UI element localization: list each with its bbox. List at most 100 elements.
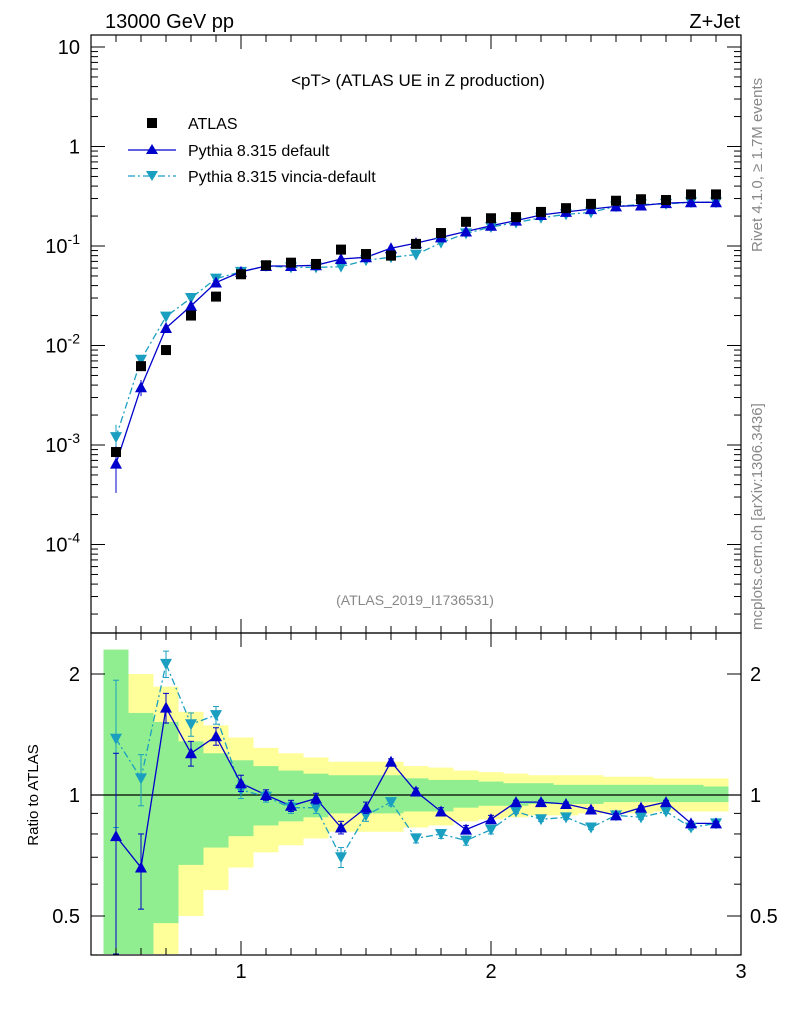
ratio-default-point xyxy=(610,809,622,821)
ratio-vincia-point xyxy=(510,806,522,818)
vincia-point xyxy=(335,261,347,273)
ratio-y-axis-label: Ratio to ATLAS xyxy=(25,744,42,845)
atlas-point xyxy=(586,198,596,209)
main-y-tick-label: 10-3 xyxy=(45,430,80,457)
ratio-vincia-point xyxy=(135,773,147,785)
atlas-point xyxy=(161,345,171,356)
inner-uncertainty-band xyxy=(628,784,654,803)
ratio-x-tick-label: 1 xyxy=(235,961,246,983)
atlas-point xyxy=(136,361,146,372)
ratio-x-tick-label: 2 xyxy=(485,961,496,983)
atlas-point xyxy=(311,258,321,269)
legend-label-atlas: ATLAS xyxy=(188,116,238,133)
vincia-point xyxy=(185,293,197,305)
atlas-point xyxy=(536,206,546,217)
atlas-point xyxy=(286,257,296,268)
ratio-y-tick-label: 2 xyxy=(69,664,80,686)
legend-marker-default xyxy=(146,144,158,154)
default-point xyxy=(135,381,147,393)
ratio-default-point xyxy=(410,785,422,797)
default-point xyxy=(110,457,122,469)
inner-uncertainty-band xyxy=(578,784,604,804)
default-point xyxy=(685,196,697,208)
vincia-point xyxy=(110,432,122,444)
atlas-point xyxy=(561,203,571,214)
ratio-vincia-point xyxy=(535,814,547,826)
inner-uncertainty-band xyxy=(478,781,504,806)
ratio-default-point xyxy=(435,805,447,817)
atlas-point xyxy=(411,238,421,249)
ratio-vincia-point xyxy=(435,828,447,840)
ratio-default-point xyxy=(560,797,572,809)
legend-entry-default: Pythia 8.315 default xyxy=(128,143,330,160)
main-plot-content xyxy=(110,189,722,493)
ratio-vincia-point xyxy=(485,824,497,836)
ratio-axis-ticks: 2 2 1 1 0.5 0.5 1 2 3 xyxy=(52,633,778,983)
ratio-default-point xyxy=(585,803,597,815)
main-y-tick-label: 10-1 xyxy=(45,231,80,258)
ratio-y-tick-label-right: 1 xyxy=(750,785,761,807)
atlas-point xyxy=(211,291,221,302)
ratio-default-point xyxy=(510,796,522,808)
legend-marker-atlas xyxy=(147,118,157,128)
default-point xyxy=(485,219,497,231)
header-left-label: 13000 GeV pp xyxy=(105,11,234,33)
default-point xyxy=(610,200,622,212)
atlas-point xyxy=(661,194,671,205)
ratio-default-point xyxy=(635,801,647,813)
ratio-vincia-point xyxy=(310,802,322,814)
ratio-vincia-point xyxy=(335,852,347,864)
main-plot-panel: 10 1 10-1 10-2 10-3 10-4 <pT> (ATLAS UE in Z … xyxy=(45,34,742,634)
default-point xyxy=(335,253,347,265)
ratio-default-point xyxy=(135,861,147,873)
ratio-y-tick-label-right: 0.5 xyxy=(750,906,778,928)
ratio-default-point xyxy=(360,801,372,813)
inner-uncertainty-band xyxy=(328,775,354,814)
atlas-point xyxy=(611,195,621,206)
ratio-vincia-point xyxy=(210,710,222,722)
analysis-label: (ATLAS_2019_I1736531) xyxy=(336,592,494,608)
ratio-default-point xyxy=(110,830,122,842)
main-y-tick-label: 10-2 xyxy=(45,331,80,358)
ratio-default-point xyxy=(335,821,347,833)
atlas-point xyxy=(711,189,721,200)
main-plot-title: <pT> (ATLAS UE in Z production) xyxy=(291,71,545,90)
legend-marker-vincia xyxy=(146,171,158,181)
atlas-point xyxy=(461,216,471,227)
ratio-default-point xyxy=(235,777,247,789)
ratio-vincia-point xyxy=(460,835,472,847)
legend-entry-atlas: ATLAS xyxy=(147,116,238,133)
main-y-tick-label: 10 xyxy=(58,37,80,59)
ratio-default-point xyxy=(185,747,197,759)
ratio-default-point xyxy=(710,817,722,829)
ratio-vincia-point xyxy=(560,812,572,824)
atlas-point xyxy=(636,194,646,205)
atlas-point xyxy=(386,250,396,261)
ratio-default-point xyxy=(485,813,497,825)
default-point xyxy=(210,276,222,288)
ratio-vincia-point xyxy=(160,658,172,670)
main-y-tick-label: 10-4 xyxy=(45,530,80,557)
inner-uncertainty-band xyxy=(603,784,629,803)
atlas-point xyxy=(486,213,496,224)
legend-entry-vincia: Pythia 8.315 vincia-default xyxy=(128,169,376,186)
ratio-default-point xyxy=(535,796,547,808)
atlas-point xyxy=(236,269,246,280)
ratio-default-point xyxy=(310,792,322,804)
ratio-plot-content xyxy=(91,649,741,955)
default-point xyxy=(460,225,472,237)
default-point xyxy=(710,196,722,208)
ratio-default-point xyxy=(660,796,672,808)
ratio-default-point xyxy=(460,823,472,835)
ratio-y-tick-label-right: 2 xyxy=(750,664,761,686)
ratio-default-point xyxy=(385,755,397,767)
ratio-vincia-point xyxy=(585,822,597,834)
vincia-point xyxy=(410,249,422,261)
default-point xyxy=(160,321,172,333)
ratio-default-point xyxy=(685,817,697,829)
atlas-point xyxy=(686,189,696,200)
main-y-tick-label: 1 xyxy=(69,137,80,159)
header-right-label: Z+Jet xyxy=(689,11,740,33)
default-point xyxy=(635,199,647,211)
atlas-point xyxy=(336,244,346,255)
